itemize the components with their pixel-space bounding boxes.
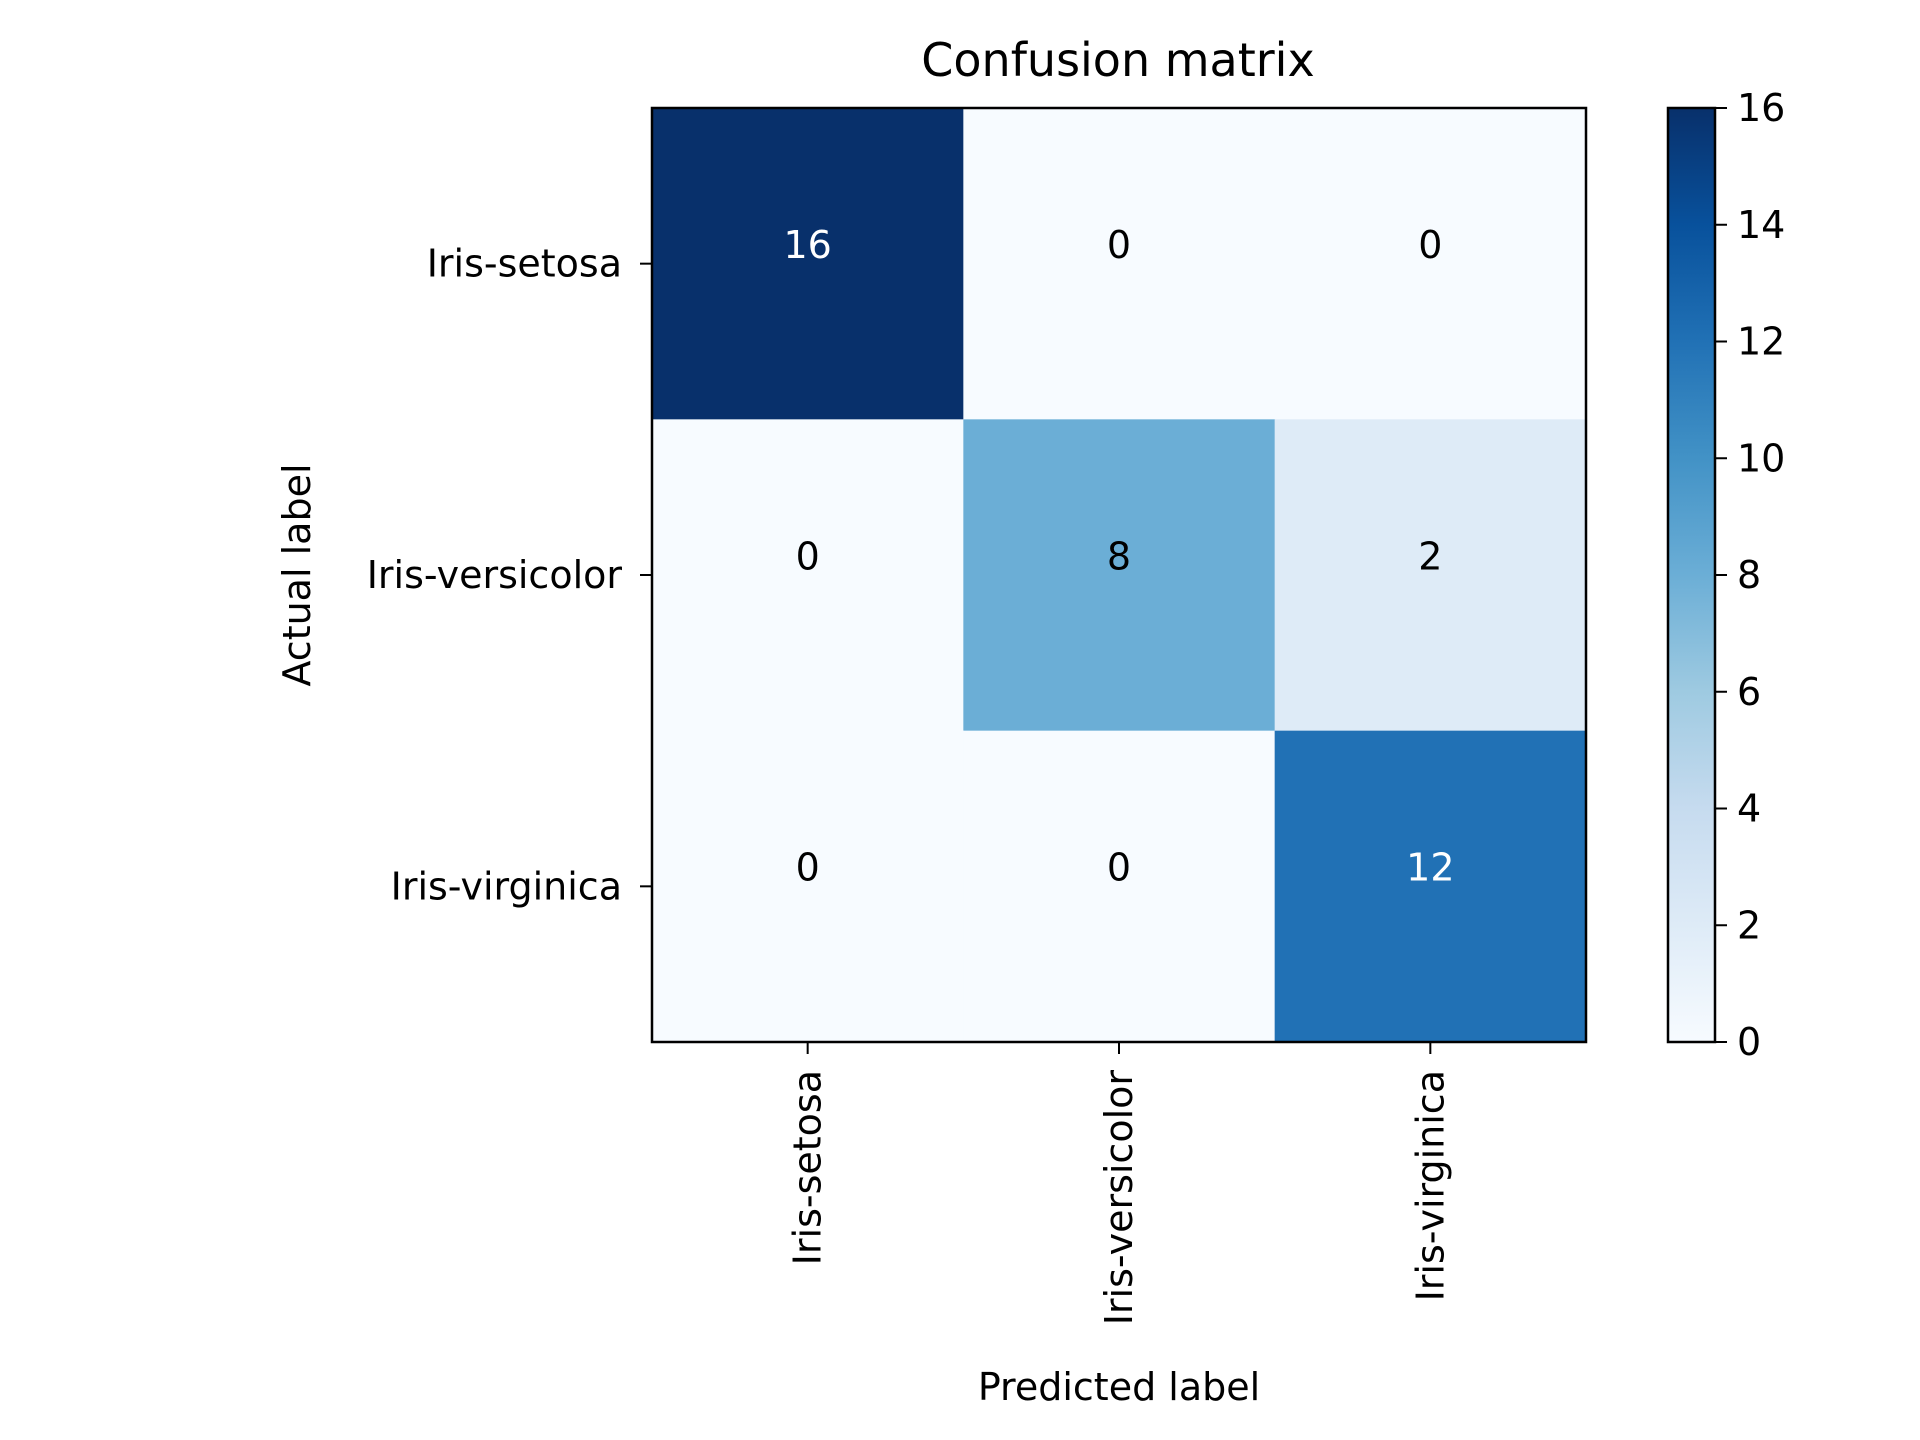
colorbar-tick-label: 0 (1737, 1020, 1761, 1064)
heatmap-cell (652, 108, 964, 420)
heatmap-cell (963, 419, 1276, 732)
heatmap-cell (963, 108, 1276, 420)
cell-value-label: 8 (1107, 534, 1131, 578)
colorbar-tick-label: 6 (1737, 670, 1761, 714)
cell-value-label: 0 (1107, 846, 1131, 890)
y-tick-label: Iris-virginica (391, 864, 622, 908)
cell-value-label: 0 (796, 846, 820, 890)
x-axis-ticks: Iris-setosa Iris-versicolor Iris-virginica (786, 1042, 1452, 1326)
heatmap-cells (652, 108, 1587, 1043)
colorbar-tick-label: 16 (1737, 86, 1785, 130)
heatmap-cell (1274, 419, 1587, 732)
colorbar-tick-label: 10 (1737, 436, 1785, 480)
y-axis-label: Actual label (275, 463, 319, 686)
heatmap-cell (652, 730, 964, 1043)
colorbar: 0 2 4 6 8 10 12 14 16 (1666, 86, 1785, 1064)
heatmap-cell (963, 730, 1276, 1043)
heatmap-cell (652, 419, 964, 732)
cell-value-label: 0 (1107, 223, 1131, 267)
chart-title: Confusion matrix (921, 33, 1314, 87)
x-axis-label: Predicted label (978, 1365, 1260, 1409)
colorbar-tick-label: 2 (1737, 903, 1761, 947)
y-axis-ticks: Iris-setosa Iris-versicolor Iris-virginica (367, 242, 652, 908)
colorbar-tick-label: 4 (1737, 787, 1761, 831)
x-tick-label: Iris-virginica (1408, 1070, 1452, 1301)
y-tick-label: Iris-setosa (427, 242, 622, 286)
cell-value-label: 0 (796, 534, 820, 578)
heatmap-cell (1274, 108, 1587, 420)
colorbar-tick-label: 14 (1737, 203, 1785, 247)
heatmap-cell-labels: 16 0 0 0 8 2 0 0 12 (783, 223, 1454, 890)
cell-value-label: 2 (1418, 534, 1442, 578)
colorbar-tick-label: 8 (1737, 553, 1761, 597)
cell-value-label: 16 (783, 223, 831, 267)
y-tick-label: Iris-versicolor (367, 553, 623, 597)
heatmap-cell (1274, 730, 1587, 1043)
x-tick-label: Iris-versicolor (1097, 1070, 1141, 1326)
cell-value-label: 0 (1418, 223, 1442, 267)
colorbar-ticks: 0 2 4 6 8 10 12 14 16 (1715, 86, 1785, 1064)
x-tick-label: Iris-setosa (786, 1070, 830, 1265)
cell-value-label: 12 (1406, 846, 1454, 890)
colorbar-tick-label: 12 (1737, 320, 1785, 364)
colorbar-gradient (1666, 106, 1717, 1044)
